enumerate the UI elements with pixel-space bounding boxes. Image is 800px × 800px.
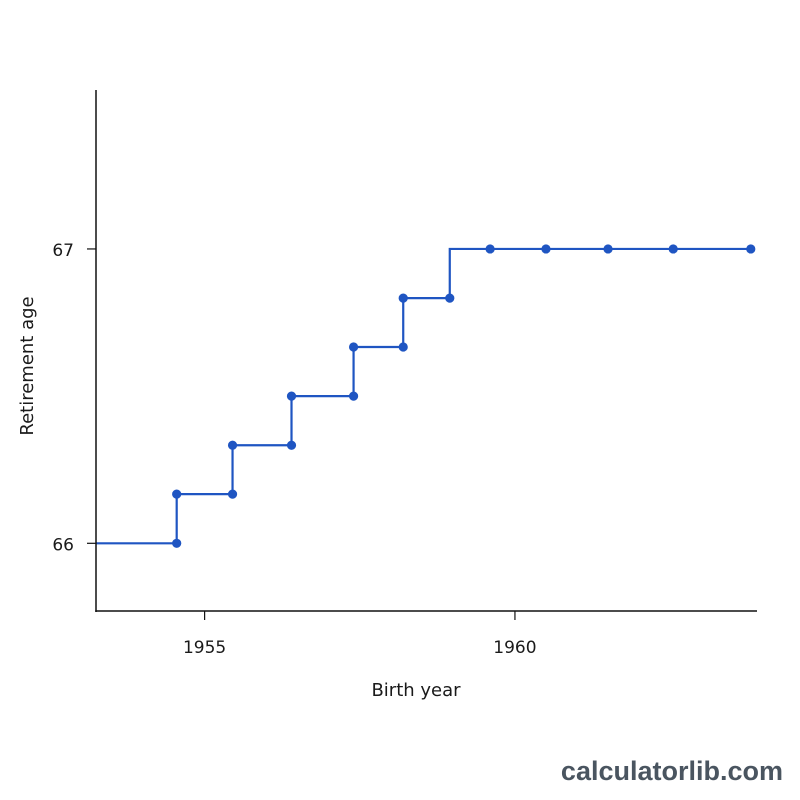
plot-area <box>96 244 756 548</box>
x-tick-label: 1955 <box>183 638 226 658</box>
data-point <box>668 244 678 254</box>
x-tick-label: 1960 <box>493 638 536 658</box>
series-line <box>96 247 751 545</box>
data-point <box>348 342 359 352</box>
data-point <box>286 391 297 401</box>
data-point <box>227 489 238 499</box>
data-point <box>227 440 238 450</box>
ticks: 1955 1960 66 67 <box>52 241 536 658</box>
data-point <box>746 244 756 254</box>
y-tick-label: 66 <box>52 535 74 555</box>
data-point <box>172 538 182 548</box>
y-tick-label: 67 <box>52 241 74 261</box>
data-point <box>348 391 359 401</box>
data-point <box>485 244 495 254</box>
watermark-logo: calculatorlib.com <box>561 756 783 786</box>
data-point <box>603 244 613 254</box>
data-point <box>172 489 182 499</box>
x-axis-title: Birth year <box>371 680 461 701</box>
data-point <box>398 293 408 303</box>
data-point <box>286 440 297 450</box>
data-point <box>398 342 408 352</box>
data-point <box>445 293 455 303</box>
y-axis-title: Retirement age <box>17 296 38 435</box>
data-point <box>541 244 551 254</box>
